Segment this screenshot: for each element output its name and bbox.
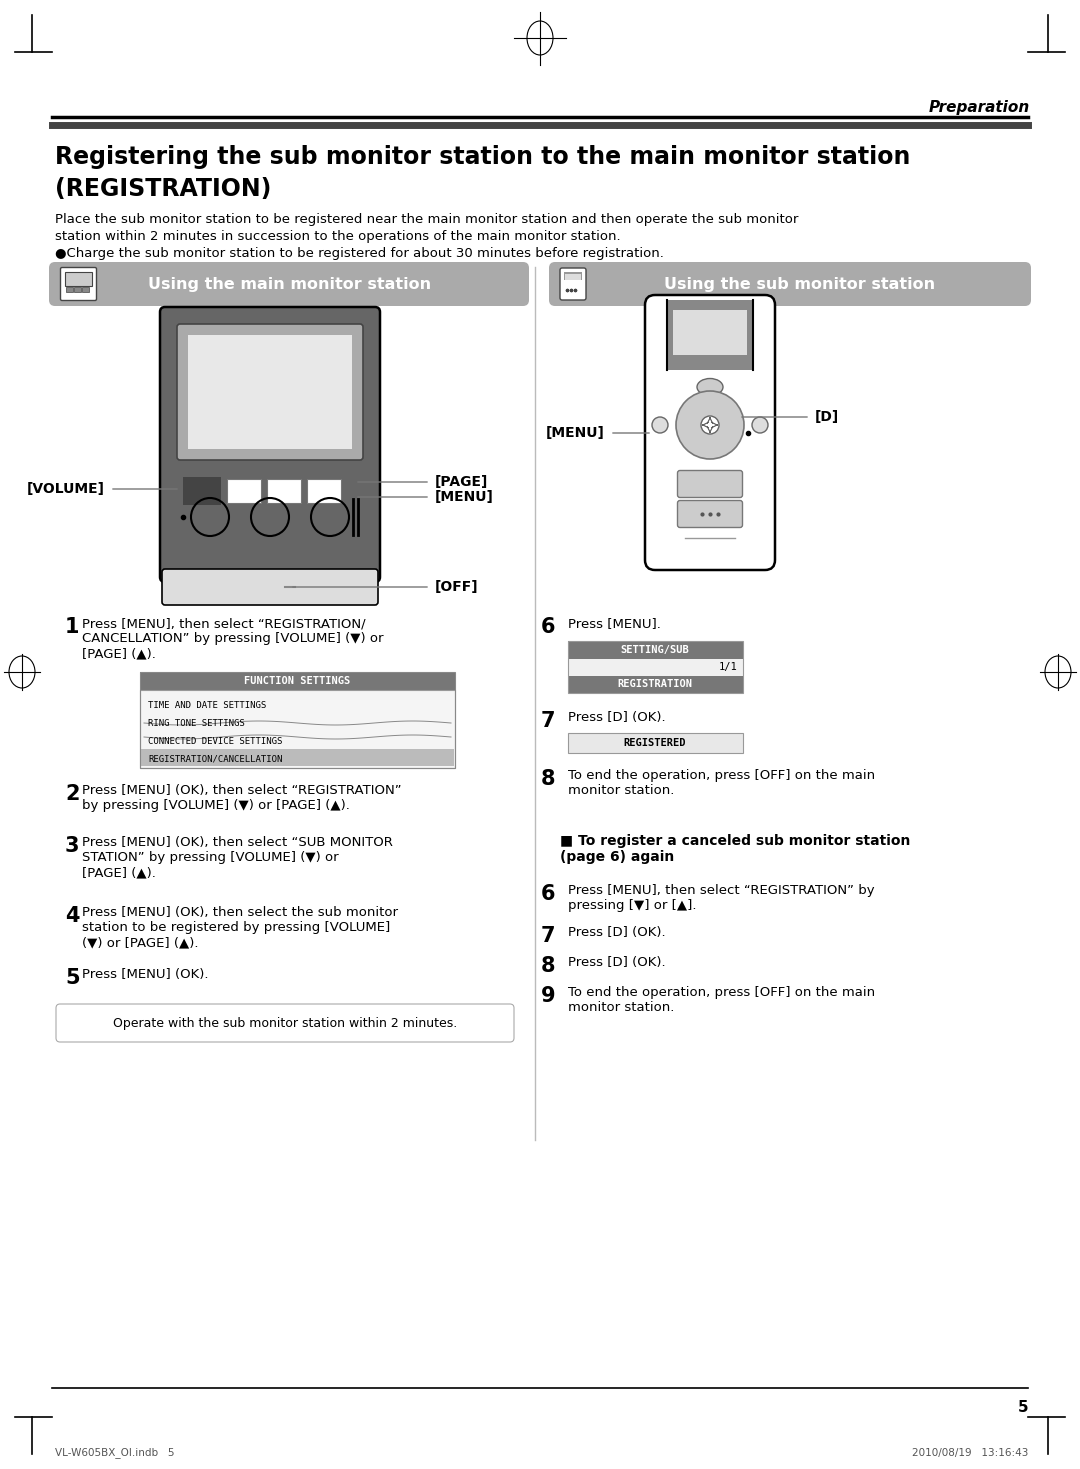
Text: station within 2 minutes in succession to the operations of the main monitor sta: station within 2 minutes in succession t… [55,231,621,242]
Bar [141,749,454,765]
Text: REGISTERED: REGISTERED [624,737,686,748]
Text: ●Charge the sub monitor station to be registered for about 30 minutes before reg: ●Charge the sub monitor station to be re… [55,247,664,260]
Text: [OFF]: [OFF] [435,580,478,593]
Bar [568,660,743,676]
Bar [564,272,582,281]
Text: 5: 5 [65,968,80,989]
Text: 8: 8 [540,768,555,789]
Bar [140,671,455,768]
FancyBboxPatch shape [56,1003,514,1042]
Bar [568,733,743,754]
FancyBboxPatch shape [49,261,529,306]
Text: TIME AND DATE SETTINGS: TIME AND DATE SETTINGS [148,701,267,710]
Text: Preparation: Preparation [929,100,1030,115]
Text: Press [MENU], then select “REGISTRATION” by
pressing [▼] or [▲].: Press [MENU], then select “REGISTRATION”… [568,884,875,912]
Text: 8: 8 [540,956,555,975]
Text: 9: 9 [540,986,555,1006]
Text: Press [MENU] (OK), then select the sub monitor
station to be registered by press: Press [MENU] (OK), then select the sub m… [82,906,399,949]
FancyBboxPatch shape [549,261,1031,306]
Bar [82,286,89,292]
Bar [568,640,743,660]
Text: 5: 5 [1017,1400,1028,1416]
Text: ■ To register a canceled sub monitor station
(page 6) again: ■ To register a canceled sub monitor sta… [561,834,910,864]
FancyBboxPatch shape [60,267,96,301]
FancyBboxPatch shape [177,325,363,460]
Text: REGISTRATION: REGISTRATION [618,679,692,689]
Ellipse shape [652,417,669,433]
Text: 6: 6 [540,884,555,903]
Text: 7: 7 [540,925,555,946]
Text: FUNCTION SETTINGS: FUNCTION SETTINGS [244,676,350,686]
Text: Press [D] (OK).: Press [D] (OK). [568,925,665,939]
Text: Press [MENU] (OK), then select “SUB MONITOR
STATION” by pressing [VOLUME] (▼) or: Press [MENU] (OK), then select “SUB MONI… [82,836,393,878]
FancyBboxPatch shape [162,569,378,605]
Text: 2010/08/19   13:16:43: 2010/08/19 13:16:43 [912,1448,1028,1459]
FancyBboxPatch shape [561,267,586,300]
Bar [183,477,221,505]
Text: Operate with the sub monitor station within 2 minutes.: Operate with the sub monitor station wit… [113,1017,457,1030]
Text: Press [D] (OK).: Press [D] (OK). [568,956,665,970]
Text: 1: 1 [65,617,80,638]
Ellipse shape [676,391,744,458]
Bar [227,479,261,502]
Bar [75,286,81,292]
Text: CONNECTED DEVICE SETTINGS: CONNECTED DEVICE SETTINGS [148,736,282,745]
Text: Press [MENU] (OK), then select “REGISTRATION”
by pressing [VOLUME] (▼) or [PAGE]: Press [MENU] (OK), then select “REGISTRA… [82,784,402,812]
Bar [66,286,73,292]
Bar [267,479,301,502]
Text: [MENU]: [MENU] [546,426,605,441]
Ellipse shape [752,417,768,433]
Text: To end the operation, press [OFF] on the main
monitor station.: To end the operation, press [OFF] on the… [568,986,875,1014]
Bar [140,671,455,690]
Text: [VOLUME]: [VOLUME] [27,482,105,497]
Text: 7: 7 [540,711,555,732]
FancyBboxPatch shape [645,295,775,570]
Text: Using the main monitor station: Using the main monitor station [148,276,432,291]
Text: Press [MENU] (OK).: Press [MENU] (OK). [82,968,208,981]
Text: 2: 2 [65,784,80,804]
Ellipse shape [697,379,723,395]
Text: SETTING/SUB: SETTING/SUB [621,645,689,655]
Bar [667,300,753,370]
Text: 1/1: 1/1 [718,663,737,671]
Text: 4: 4 [65,906,80,925]
Bar [140,690,455,768]
Text: VL-W605BX_OI.indb   5: VL-W605BX_OI.indb 5 [55,1447,175,1459]
Text: 6: 6 [540,617,555,638]
Bar [65,272,92,285]
Text: Place the sub monitor station to be registered near the main monitor station and: Place the sub monitor station to be regi… [55,213,798,226]
Text: 3: 3 [65,836,80,856]
Text: [MENU]: [MENU] [435,491,494,504]
Text: [PAGE]: [PAGE] [435,474,488,489]
Bar [188,335,352,450]
Bar [568,676,743,693]
Text: RING TONE SETTINGS: RING TONE SETTINGS [148,718,245,727]
Text: Press [MENU], then select “REGISTRATION/
CANCELLATION” by pressing [VOLUME] (▼) : Press [MENU], then select “REGISTRATION/… [82,617,383,660]
Bar [568,640,743,693]
Text: Press [D] (OK).: Press [D] (OK). [568,711,665,724]
Text: Press [MENU].: Press [MENU]. [568,617,661,630]
Text: (REGISTRATION): (REGISTRATION) [55,176,271,201]
Text: Registering the sub monitor station to the main monitor station: Registering the sub monitor station to t… [55,145,910,169]
Text: REGISTRATION/CANCELLATION: REGISTRATION/CANCELLATION [148,755,282,764]
Bar [565,275,581,281]
Bar [307,479,341,502]
Text: Using the sub monitor station: Using the sub monitor station [664,276,935,291]
FancyBboxPatch shape [160,307,380,582]
FancyBboxPatch shape [677,501,743,527]
Ellipse shape [701,416,719,433]
FancyBboxPatch shape [677,470,743,498]
Bar [673,310,747,355]
Text: To end the operation, press [OFF] on the main
monitor station.: To end the operation, press [OFF] on the… [568,768,875,798]
Text: [D]: [D] [815,410,839,425]
